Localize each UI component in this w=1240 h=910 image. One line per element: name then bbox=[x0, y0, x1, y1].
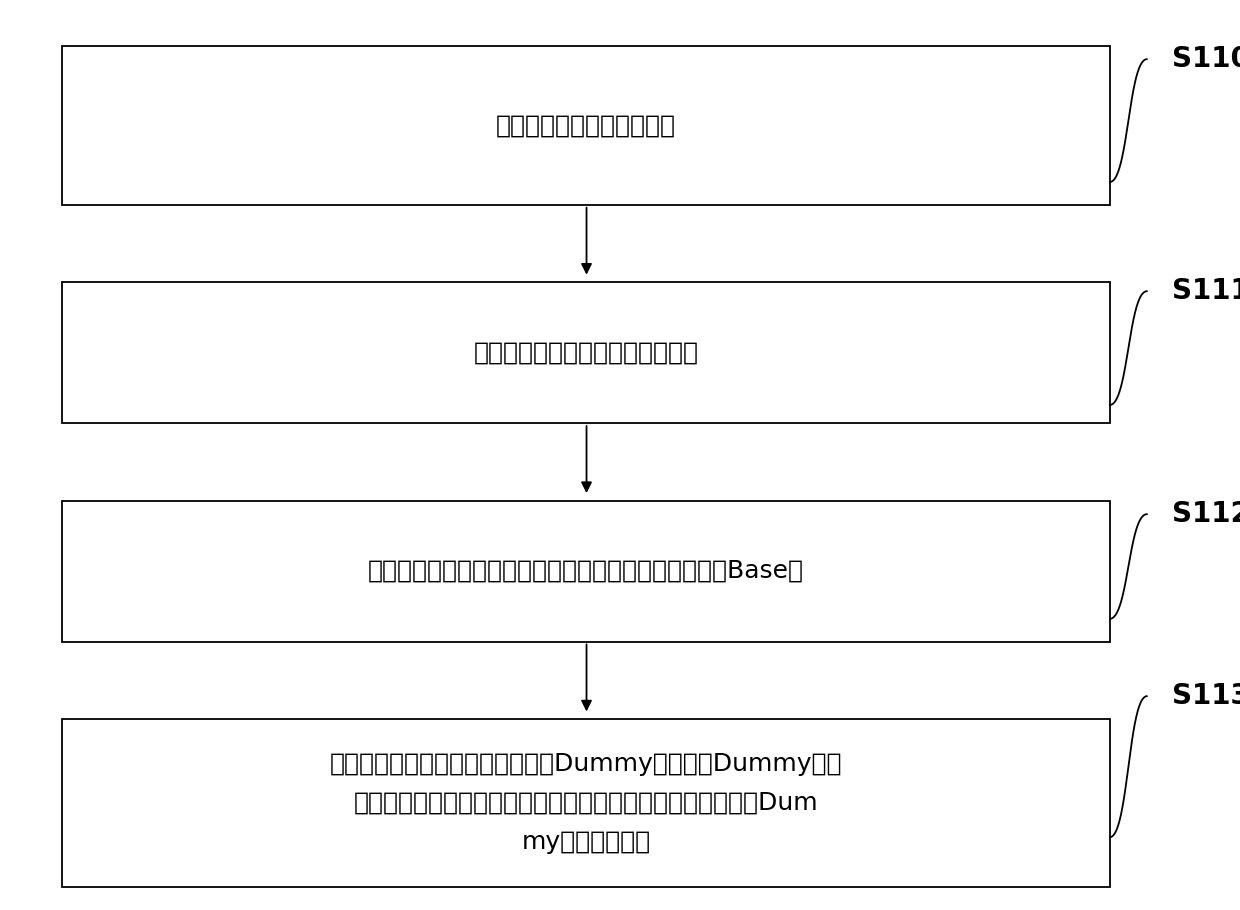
Bar bbox=[62, 719, 1110, 887]
Text: 在所述外延层内形成沟槽型栅极及Dummy区，所述Dummy区形
成在所述沟槽型栅极之间，并与所述沟槽型栅极电连接，所述Dum
my区为非导电区: 在所述外延层内形成沟槽型栅极及Dummy区，所述Dummy区形 成在所述沟槽型栅… bbox=[330, 752, 842, 854]
Bar bbox=[62, 501, 1110, 642]
Bar bbox=[62, 46, 1110, 205]
Text: S111: S111 bbox=[1172, 278, 1240, 305]
Text: 在所述缓冲层上外延生长外延层；: 在所述缓冲层上外延生长外延层； bbox=[474, 340, 698, 365]
Text: S113: S113 bbox=[1172, 682, 1240, 710]
Text: S112: S112 bbox=[1172, 501, 1240, 528]
Text: S110: S110 bbox=[1172, 46, 1240, 73]
Bar bbox=[62, 282, 1110, 423]
Text: 在所述外延层内通过离子注入及退火工艺形成埋层基区Base区: 在所述外延层内通过离子注入及退火工艺形成埋层基区Base区 bbox=[368, 559, 804, 583]
Text: 在衬底上外延生长缓冲层；: 在衬底上外延生长缓冲层； bbox=[496, 113, 676, 137]
